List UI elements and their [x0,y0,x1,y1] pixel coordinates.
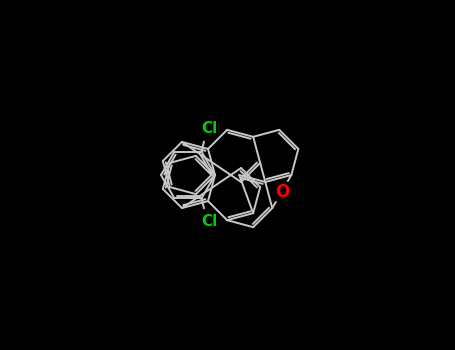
Text: O: O [275,183,289,201]
Text: Cl: Cl [201,121,217,136]
Text: Cl: Cl [201,214,217,229]
